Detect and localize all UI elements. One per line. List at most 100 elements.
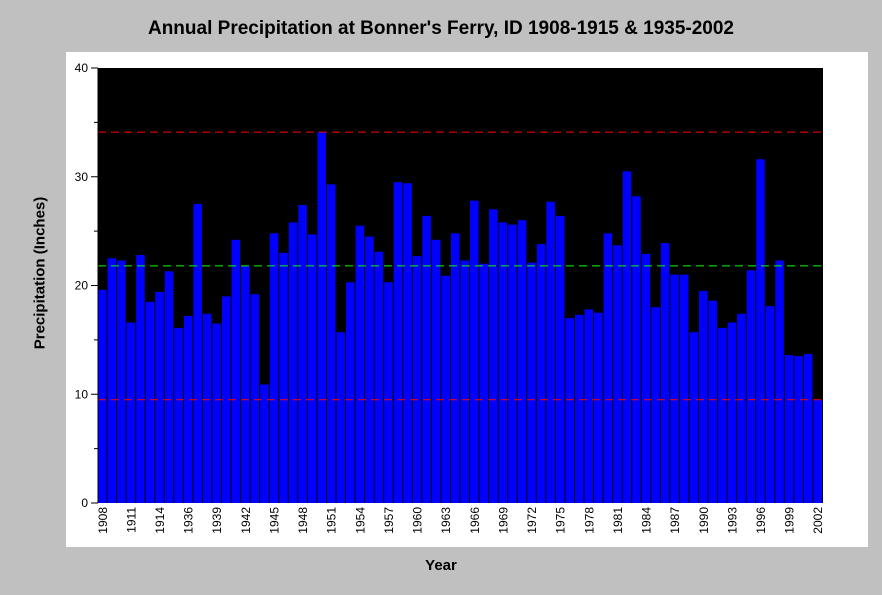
x-tick-label-2002: 2002: [811, 507, 825, 534]
bar-1975: [555, 215, 565, 503]
x-tick-label-1936: 1936: [182, 507, 196, 534]
bar-1950: [317, 132, 326, 503]
bar-1936: [183, 315, 193, 503]
x-tick-label-1966: 1966: [468, 507, 482, 534]
bar-1961: [422, 215, 431, 503]
bar-1949: [307, 234, 317, 503]
x-tick-label-1945: 1945: [267, 507, 281, 534]
y-tick-label-10: 10: [75, 387, 89, 401]
bar-1910: [117, 260, 126, 503]
bar-2002: [813, 399, 822, 503]
x-tick-label-1975: 1975: [554, 507, 568, 534]
bar-1982: [622, 171, 632, 503]
bar-1993: [727, 322, 737, 503]
bar-1987: [670, 274, 679, 504]
bar-1909: [107, 258, 117, 503]
bar-1997: [765, 306, 775, 503]
bar-1967: [479, 263, 489, 503]
x-tick-label-1996: 1996: [754, 507, 768, 534]
bar-1911: [126, 322, 136, 503]
bar-1973: [536, 244, 546, 503]
bar-1958: [393, 182, 403, 503]
bar-1983: [632, 196, 641, 503]
bar-1947: [288, 222, 298, 503]
bar-1974: [546, 201, 555, 503]
y-tick-label-30: 30: [75, 170, 89, 184]
bar-1952: [336, 332, 346, 503]
x-tick-label-1999: 1999: [783, 507, 797, 534]
x-tick-label-1908: 1908: [96, 507, 110, 534]
x-tick-label-1957: 1957: [382, 507, 396, 534]
bar-1912: [136, 255, 145, 503]
bar-1957: [384, 282, 393, 503]
bar-1946: [279, 252, 288, 503]
bar-1962: [431, 239, 441, 503]
bar-1965: [460, 260, 470, 503]
bar-1937: [193, 203, 202, 503]
bar-1999: [784, 355, 794, 503]
bar-1955: [365, 236, 374, 503]
x-tick-label-1972: 1972: [525, 507, 539, 534]
bar-1971: [517, 220, 527, 503]
x-tick-label-1954: 1954: [353, 507, 367, 534]
bar-1969: [498, 222, 508, 503]
bar-1944: [260, 384, 269, 503]
bar-1991: [708, 300, 718, 503]
bar-1945: [269, 233, 279, 504]
x-axis-label: Year: [425, 557, 457, 574]
x-tick-label-1951: 1951: [325, 507, 339, 534]
x-tick-label-1984: 1984: [640, 507, 654, 534]
bar-1964: [450, 233, 460, 504]
x-tick-label-1942: 1942: [239, 507, 253, 534]
bar-1938: [202, 313, 212, 503]
bar-1976: [565, 318, 574, 504]
bar-1960: [412, 256, 422, 503]
bar-1984: [641, 253, 651, 503]
bar-1951: [326, 184, 336, 504]
bar-1915: [164, 271, 174, 503]
bar-1908: [98, 289, 107, 503]
bar-1966: [470, 200, 479, 504]
y-tick-label-20: 20: [75, 279, 89, 293]
x-tick-label-1948: 1948: [296, 507, 310, 534]
bar-1980: [603, 233, 613, 504]
x-tick-label-1939: 1939: [210, 507, 224, 534]
bar-1942: [241, 265, 250, 503]
bar-1941: [231, 239, 241, 503]
bar-1977: [574, 314, 584, 503]
x-tick-label-1963: 1963: [439, 507, 453, 534]
bar-1939: [212, 323, 222, 503]
bar-1978: [584, 309, 594, 503]
bar-1998: [775, 260, 784, 503]
bar-1972: [527, 262, 536, 503]
x-tick-label-1960: 1960: [411, 507, 425, 534]
x-tick-label-1990: 1990: [697, 507, 711, 534]
bar-1979: [594, 312, 603, 503]
x-tick-label-1914: 1914: [153, 507, 167, 534]
bar-2000: [794, 356, 803, 503]
bar-2001: [803, 354, 813, 503]
bar-1992: [718, 327, 727, 503]
x-tick-label-1911: 1911: [124, 507, 138, 533]
bar-1959: [403, 183, 412, 503]
bar-1963: [441, 275, 450, 503]
bar-1988: [679, 274, 689, 504]
bar-1968: [489, 209, 498, 504]
x-tick-label-1993: 1993: [725, 507, 739, 534]
y-tick-label-40: 40: [75, 61, 89, 75]
bar-1943: [250, 294, 260, 503]
bar-1914: [155, 292, 164, 503]
x-tick-label-1969: 1969: [496, 507, 510, 534]
bar-1940: [222, 296, 231, 504]
bar-1996: [756, 159, 765, 503]
bar-1985: [651, 307, 660, 503]
bar-1981: [613, 245, 622, 503]
y-tick-label-0: 0: [81, 496, 88, 510]
bar-1953: [346, 282, 355, 503]
bar-1990: [698, 290, 708, 503]
x-tick-label-1987: 1987: [668, 507, 682, 534]
chart-title: Annual Precipitation at Bonner's Ferry, …: [147, 18, 734, 39]
bar-1989: [689, 332, 698, 503]
bar-1954: [355, 225, 365, 503]
